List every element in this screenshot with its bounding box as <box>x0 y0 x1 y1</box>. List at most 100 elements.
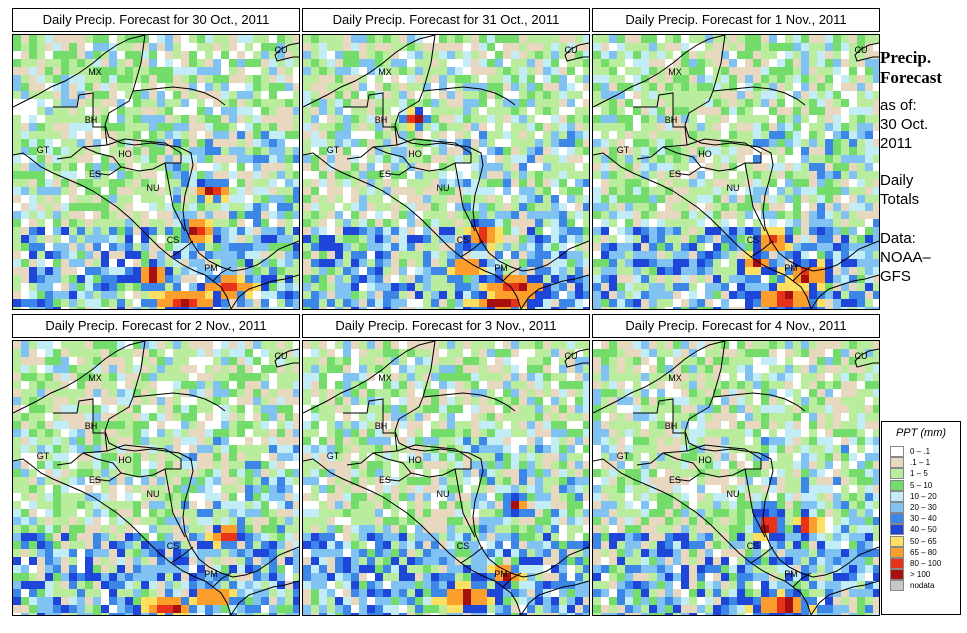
legend-item: .1 – 1 <box>890 457 960 469</box>
country-label-gt: GT <box>617 145 630 155</box>
as-of-day: 30 Oct. <box>880 116 929 133</box>
precip-cells <box>303 341 589 615</box>
country-label-mx: MX <box>378 373 392 383</box>
coastlines <box>303 35 589 309</box>
panel-title: Daily Precip. Forecast for 3 Nov., 2011 <box>302 314 590 338</box>
country-label-cu: CU <box>565 351 578 361</box>
country-label-pm: PM <box>204 263 218 273</box>
precip-cells <box>593 35 879 309</box>
country-labels: MX CU BH GT HO ES NU CS PM <box>327 351 578 579</box>
country-label-mx: MX <box>668 67 682 77</box>
precip-cells <box>593 341 879 615</box>
country-label-ho: HO <box>118 149 132 159</box>
precip-raster: MX CU BH GT HO ES NU CS PM <box>13 35 299 309</box>
country-label-mx: MX <box>378 67 392 77</box>
as-of-date: as of: 30 Oct. 2011 <box>880 96 966 153</box>
legend-swatch <box>890 513 904 525</box>
forecast-panel-1-nov: Daily Precip. Forecast for 1 Nov., 2011 … <box>592 8 880 310</box>
legend-swatch <box>890 546 904 558</box>
country-label-es: ES <box>669 169 681 179</box>
coastlines <box>593 341 879 615</box>
country-label-bh: BH <box>375 115 388 125</box>
data-source-name: NOAA– <box>880 249 931 266</box>
country-label-ho: HO <box>408 149 422 159</box>
country-label-cu: CU <box>275 351 288 361</box>
legend-swatch <box>890 580 904 592</box>
legend-swatch <box>890 557 904 569</box>
country-label-gt: GT <box>327 145 340 155</box>
forecast-panel-30-oct: Daily Precip. Forecast for 30 Oct., 2011… <box>12 8 300 310</box>
country-label-cs: CS <box>747 235 760 245</box>
legend-swatch <box>890 479 904 491</box>
country-label-cu: CU <box>855 45 868 55</box>
coastlines <box>593 35 879 309</box>
precip-map: MX CU BH GT HO ES NU CS PM <box>592 34 880 310</box>
precip-raster: MX CU BH GT HO ES NU CS PM <box>303 35 589 309</box>
country-labels: MX CU BH GT HO ES NU CS PM <box>617 351 868 579</box>
precip-map: MX CU BH GT HO ES NU CS PM <box>12 340 300 616</box>
legend-item: 65 – 80 <box>890 546 960 558</box>
country-label-pm: PM <box>784 263 798 273</box>
legend-item: 80 – 100 <box>890 557 960 569</box>
country-label-gt: GT <box>37 145 50 155</box>
country-label-ho: HO <box>698 455 712 465</box>
precip-raster: MX CU BH GT HO ES NU CS PM <box>303 341 589 615</box>
legend-swatch <box>890 524 904 536</box>
legend-label: 30 – 40 <box>910 514 937 524</box>
precip-raster: MX CU BH GT HO ES NU CS PM <box>593 35 879 309</box>
legend-swatch <box>890 501 904 513</box>
legend-label: 1 – 5 <box>910 469 928 479</box>
coastlines <box>303 341 589 615</box>
legend-swatch <box>890 490 904 502</box>
country-label-es: ES <box>669 475 681 485</box>
precip-map: MX CU BH GT HO ES NU CS PM <box>302 340 590 616</box>
legend-item: nodata <box>890 580 960 592</box>
data-source-label: Data: <box>880 230 916 247</box>
country-label-ho: HO <box>118 455 132 465</box>
country-label-cs: CS <box>457 541 470 551</box>
coastlines <box>13 341 299 615</box>
legend-label: > 100 <box>910 570 931 580</box>
legend-item: 5 – 10 <box>890 479 960 491</box>
country-label-es: ES <box>379 475 391 485</box>
legend-label: .1 – 1 <box>910 458 931 468</box>
precip-map: MX CU BH GT HO ES NU CS PM <box>12 34 300 310</box>
country-label-cs: CS <box>747 541 760 551</box>
country-label-nu: NU <box>437 489 450 499</box>
country-label-bh: BH <box>85 421 98 431</box>
country-label-cs: CS <box>457 235 470 245</box>
precip-cells <box>13 341 299 615</box>
legend-label: 50 – 65 <box>910 536 937 546</box>
panel-title: Daily Precip. Forecast for 4 Nov., 2011 <box>592 314 880 338</box>
country-label-gt: GT <box>37 451 50 461</box>
forecast-panel-3-nov: Daily Precip. Forecast for 3 Nov., 2011 … <box>302 314 590 616</box>
country-label-ho: HO <box>408 455 422 465</box>
country-label-bh: BH <box>85 115 98 125</box>
precip-cells <box>13 35 299 309</box>
legend-item: 50 – 65 <box>890 535 960 547</box>
as-of-year: 2011 <box>880 135 913 152</box>
precip-map: MX CU BH GT HO ES NU CS PM <box>302 34 590 310</box>
panel-title: Daily Precip. Forecast for 2 Nov., 2011 <box>12 314 300 338</box>
country-label-bh: BH <box>665 115 678 125</box>
precip-raster: MX CU BH GT HO ES NU CS PM <box>13 341 299 615</box>
country-labels: MX CU BH GT HO ES NU CS PM <box>327 45 578 273</box>
legend-item: 10 – 20 <box>890 490 960 502</box>
legend-swatch <box>890 468 904 480</box>
legend-swatch <box>890 457 904 469</box>
legend-swatch <box>890 535 904 547</box>
panel-title: Daily Precip. Forecast for 1 Nov., 2011 <box>592 8 880 32</box>
country-label-pm: PM <box>784 569 798 579</box>
legend-swatch <box>890 569 904 581</box>
country-label-gt: GT <box>617 451 630 461</box>
country-label-nu: NU <box>437 183 450 193</box>
legend-item: 1 – 5 <box>890 468 960 480</box>
precip-map: MX CU BH GT HO ES NU CS PM <box>592 340 880 616</box>
legend-item: 40 – 50 <box>890 524 960 536</box>
legend-label: 5 – 10 <box>910 480 933 490</box>
legend-label: 65 – 80 <box>910 547 937 557</box>
legend-label: nodata <box>910 581 935 591</box>
country-label-mx: MX <box>88 373 102 383</box>
country-labels: MX CU BH GT HO ES NU CS PM <box>617 45 868 273</box>
data-source-model: GFS <box>880 268 911 285</box>
